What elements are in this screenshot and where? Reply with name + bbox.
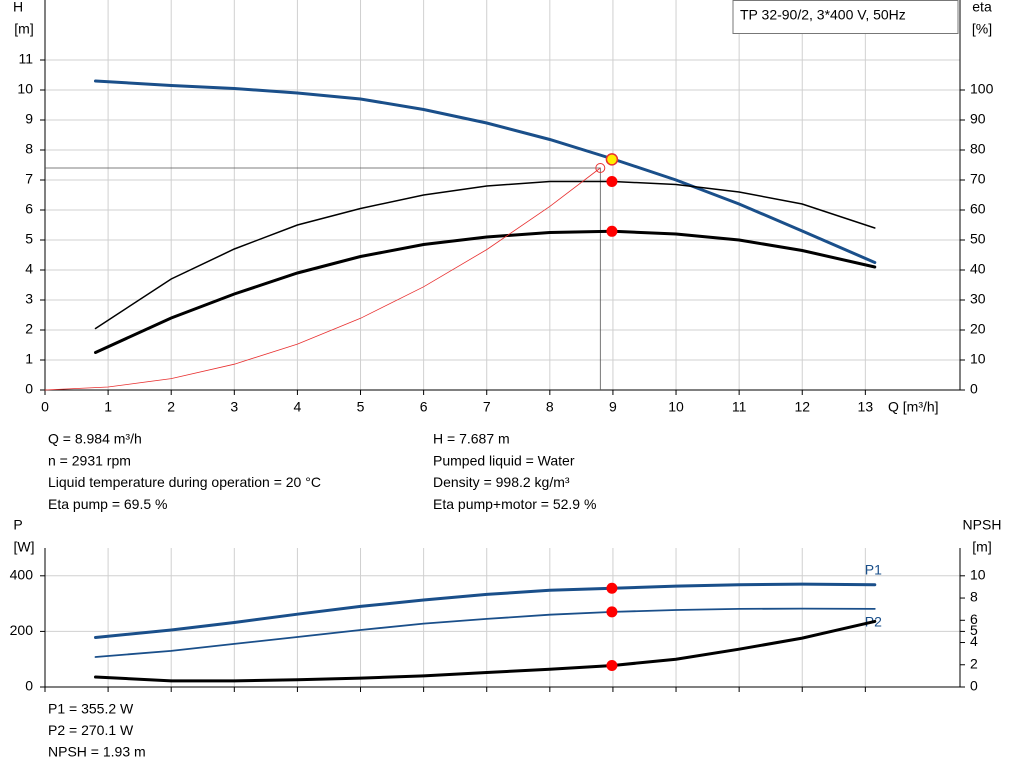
x-label: Q [m³/h]	[888, 399, 939, 415]
curve	[94, 180, 876, 330]
info-text: H = 7.687 m	[433, 431, 510, 447]
y2-tick-label: 0	[970, 381, 978, 397]
curve	[94, 582, 877, 639]
x-tick-label: 11	[732, 399, 747, 415]
x-tick-label: 4	[294, 399, 302, 415]
y2-tick-label: 8	[970, 589, 978, 605]
y-tick-label: 8	[25, 141, 33, 157]
y2-tick-label: 10	[970, 567, 986, 583]
y2-tick-label: 70	[970, 171, 986, 187]
y-tick-label: 7	[25, 171, 33, 187]
y2-tick-label: 40	[970, 261, 986, 277]
y-label: P	[13, 517, 22, 533]
info-text: P1 = 355.2 W	[48, 701, 134, 717]
y-tick-label: 11	[18, 51, 33, 67]
duty-point	[606, 660, 618, 672]
curve	[44, 167, 601, 391]
y2-tick-label: 100	[970, 81, 994, 97]
x-tick-label: 7	[483, 399, 491, 415]
x-tick-label: 9	[609, 399, 617, 415]
x-tick-label: 5	[357, 399, 365, 415]
series-label: P1	[865, 561, 882, 577]
duty-point	[606, 176, 618, 187]
y2-tick-label: 60	[970, 201, 986, 217]
x-tick-label: 10	[668, 399, 684, 415]
y2-tick-label: 4	[970, 633, 978, 649]
x-tick-label: 6	[420, 399, 428, 415]
y-tick-label: 0	[25, 678, 33, 694]
duty-point	[606, 225, 618, 237]
info-text: Q = 8.984 m³/h	[48, 431, 142, 447]
curve	[94, 79, 877, 264]
guide-line	[45, 167, 601, 390]
y-tick-label: 4	[25, 261, 33, 277]
x-tick-label: 8	[546, 399, 554, 415]
title-box	[732, 0, 959, 34]
y2-label: NPSH	[963, 517, 1002, 533]
y-tick-label: 9	[25, 111, 33, 127]
y2-tick-label: 0	[970, 678, 978, 694]
x-tick-label: 12	[794, 399, 810, 415]
y2-tick-label: 90	[970, 111, 986, 127]
duty-point	[605, 153, 619, 166]
y-tick-label: 2	[25, 321, 33, 337]
y-unit: [m]	[14, 21, 33, 37]
y2-tick-label: 20	[970, 321, 986, 337]
y2-tick-label: 30	[970, 291, 986, 307]
y2-tick-label: 50	[970, 231, 986, 247]
duty-point	[606, 606, 618, 618]
y-unit: [W]	[14, 539, 35, 555]
y-tick-label: 1	[25, 351, 33, 367]
x-tick-label: 13	[858, 399, 874, 415]
y-label: H	[13, 0, 23, 15]
curve	[94, 607, 876, 658]
y-tick-label: 5	[25, 231, 33, 247]
y2-unit: [m]	[972, 539, 991, 555]
y2-tick-label: 6	[970, 611, 978, 627]
y-tick-label: 200	[10, 622, 34, 638]
y2-tick-label: 80	[970, 141, 986, 157]
info-text: Pumped liquid = Water	[433, 452, 575, 468]
y2-tick-label: 10	[970, 351, 986, 367]
y2-label: eta	[972, 0, 992, 15]
y-tick-label: 10	[17, 81, 33, 97]
x-tick-label: 0	[41, 399, 49, 415]
x-tick-label: 1	[104, 399, 112, 415]
guide-point	[595, 163, 606, 173]
y-tick-label: 400	[10, 567, 34, 583]
info-text: n = 2931 rpm	[48, 452, 131, 468]
x-tick-label: 3	[230, 399, 238, 415]
info-text: Eta pump = 69.5 %	[48, 496, 167, 512]
y2-unit: [%]	[972, 21, 992, 37]
y2-tick-label: 5	[970, 622, 978, 638]
curve	[94, 619, 877, 683]
y-tick-label: 6	[25, 201, 33, 217]
info-text: Density = 998.2 kg/m³	[433, 474, 570, 490]
y-tick-label: 0	[25, 381, 33, 397]
info-text: NPSH = 1.93 m	[48, 744, 146, 760]
info-text: P2 = 270.1 W	[48, 722, 134, 738]
curve	[94, 229, 877, 354]
y-tick-label: 3	[25, 291, 33, 307]
chart-title: TP 32-90/2, 3*400 V, 50Hz	[740, 7, 906, 23]
info-text: Eta pump+motor = 52.9 %	[433, 496, 596, 512]
duty-point	[606, 582, 618, 594]
y2-tick-label: 2	[970, 655, 978, 671]
x-tick-label: 2	[167, 399, 175, 415]
info-text: Liquid temperature during operation = 20…	[48, 474, 321, 490]
